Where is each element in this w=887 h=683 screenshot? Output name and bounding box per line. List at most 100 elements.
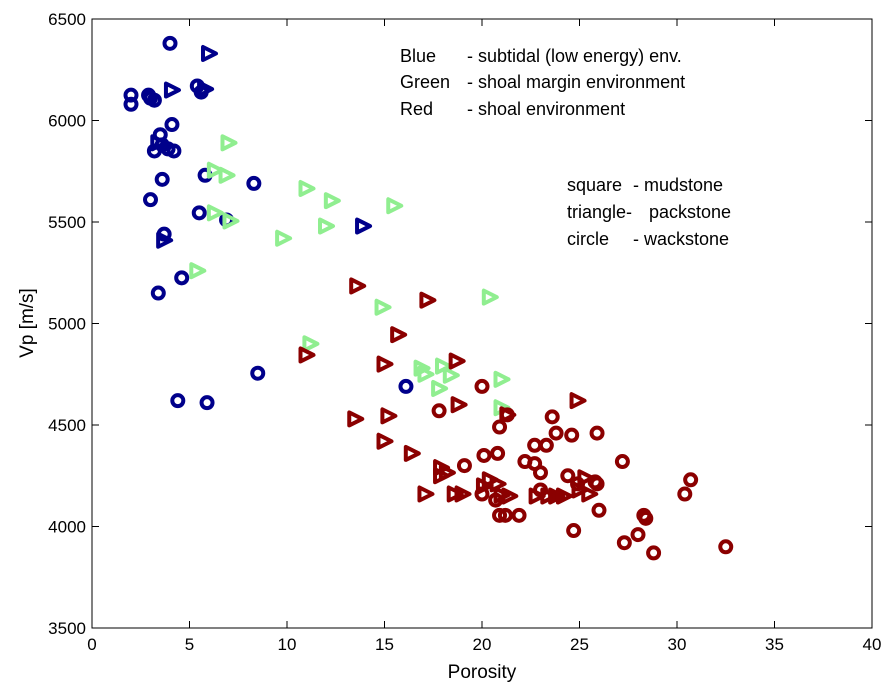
red-triangle-point	[419, 291, 437, 309]
red-circle-point	[677, 486, 693, 502]
red-circle-point	[589, 476, 605, 492]
red-circle-point	[630, 527, 646, 543]
red-triangle-point	[376, 355, 394, 373]
blue-circle-point	[166, 143, 182, 159]
red-circle-point	[431, 403, 447, 419]
red-triangle-point	[581, 485, 599, 503]
lithology-legend: square - mudstone triangle- packstone ci…	[567, 175, 731, 249]
lith-text-circle: - wackstone	[633, 229, 729, 249]
red-triangle-point	[403, 444, 421, 462]
blue-triangle-point	[156, 231, 174, 249]
blue-circle-point	[123, 96, 139, 112]
red-triangle-point	[501, 487, 519, 505]
green-triangle-point	[493, 370, 511, 388]
red-triangle-point	[448, 352, 466, 370]
green-triangle-point	[413, 359, 431, 377]
green-triangle-point	[417, 365, 435, 383]
lith-text-square: - mudstone	[633, 175, 723, 195]
red-triangle-point	[390, 326, 408, 344]
blue-triangle-point	[163, 81, 181, 99]
green-triangle-point	[189, 262, 207, 280]
red-circle-point	[474, 486, 490, 502]
red-triangle-point	[417, 485, 435, 503]
red-circle-point	[718, 539, 734, 555]
env-key-red: Red	[400, 99, 433, 119]
x-axis-label: Porosity	[448, 662, 517, 683]
y-tick-label: 5500	[48, 213, 86, 232]
env-text-green: - shoal margin environment	[467, 72, 685, 92]
green-triangle-point	[218, 166, 236, 184]
y-tick-label: 6500	[48, 10, 86, 29]
green-triangle-point	[431, 379, 449, 397]
red-circle-point	[570, 476, 586, 492]
y-axis-label: Vp [m/s]	[17, 288, 38, 358]
red-circle-point	[474, 378, 490, 394]
green-triangle-point	[222, 212, 240, 230]
green-triangle-point	[275, 229, 293, 247]
green-triangle-point	[220, 134, 238, 152]
green-triangle-point	[374, 298, 392, 316]
red-triangle-point	[380, 407, 398, 425]
red-circle-point	[683, 472, 699, 488]
blue-circle-point	[250, 365, 266, 381]
blue-circle-point	[154, 171, 170, 187]
red-triangle-point	[376, 432, 394, 450]
y-tick-label: 6000	[48, 112, 86, 131]
blue-circle-point	[164, 117, 180, 133]
data-points	[123, 35, 734, 561]
red-circle-point	[488, 492, 504, 508]
red-triangle-point	[450, 396, 468, 414]
lith-text-triangle: packstone	[649, 202, 731, 222]
red-circle-point	[499, 407, 515, 423]
blue-circle-point	[174, 270, 190, 286]
blue-circle-point	[162, 35, 178, 51]
green-triangle-point	[481, 288, 499, 306]
red-circle-point	[638, 510, 654, 526]
x-tick-label: 30	[668, 635, 687, 654]
red-circle-point	[560, 468, 576, 484]
blue-circle-point	[191, 205, 207, 221]
blue-circle-point	[199, 395, 215, 411]
blue-circle-point	[143, 192, 158, 208]
red-circle-point	[591, 502, 607, 518]
blue-circle-point	[398, 378, 414, 394]
x-tick-label: 0	[87, 635, 96, 654]
plot-area	[91, 18, 873, 629]
blue-circle-point	[246, 175, 262, 191]
red-circle-point	[533, 465, 548, 481]
red-triangle-point	[489, 475, 507, 493]
green-triangle-point	[302, 335, 320, 353]
y-tick-label: 4000	[48, 518, 86, 537]
x-tick-label: 25	[570, 635, 589, 654]
red-circle-point	[548, 425, 564, 441]
lith-key-circle: circle	[567, 229, 609, 249]
green-triangle-point	[206, 161, 224, 179]
lith-key-triangle: triangle-	[567, 202, 632, 222]
y-tick-label: 3500	[48, 619, 86, 638]
blue-circle-point	[150, 285, 166, 301]
red-triangle-point	[454, 485, 472, 503]
env-key-green: Green	[400, 72, 450, 92]
y-tick-label: 4500	[48, 416, 86, 435]
red-circle-point	[589, 425, 605, 441]
red-triangle-point	[347, 410, 365, 428]
x-tick-label: 40	[863, 635, 882, 654]
axis-ticks: 0 5 10 15 20 25 30 35 40 3500 4000 4500 5000 5500 6000…	[48, 10, 881, 654]
x-tick-label: 10	[278, 635, 297, 654]
y-tick-label: 5000	[48, 315, 86, 334]
red-circle-point	[646, 545, 662, 561]
red-triangle-point	[569, 392, 587, 410]
green-triangle-point	[442, 366, 460, 384]
blue-circle-point	[170, 393, 186, 409]
env-text-blue: - subtidal (low energy) env.	[467, 46, 682, 66]
env-key-blue: Blue	[400, 46, 436, 66]
red-circle-point	[492, 507, 508, 523]
red-triangle-point	[298, 346, 316, 364]
x-tick-label: 5	[185, 635, 194, 654]
blue-triangle-point	[355, 217, 373, 235]
red-circle-point	[538, 437, 554, 453]
lith-key-square: square	[567, 175, 622, 195]
red-circle-point	[564, 427, 580, 443]
env-text-red: - shoal environment	[467, 99, 625, 119]
blue-triangle-point	[197, 80, 215, 98]
